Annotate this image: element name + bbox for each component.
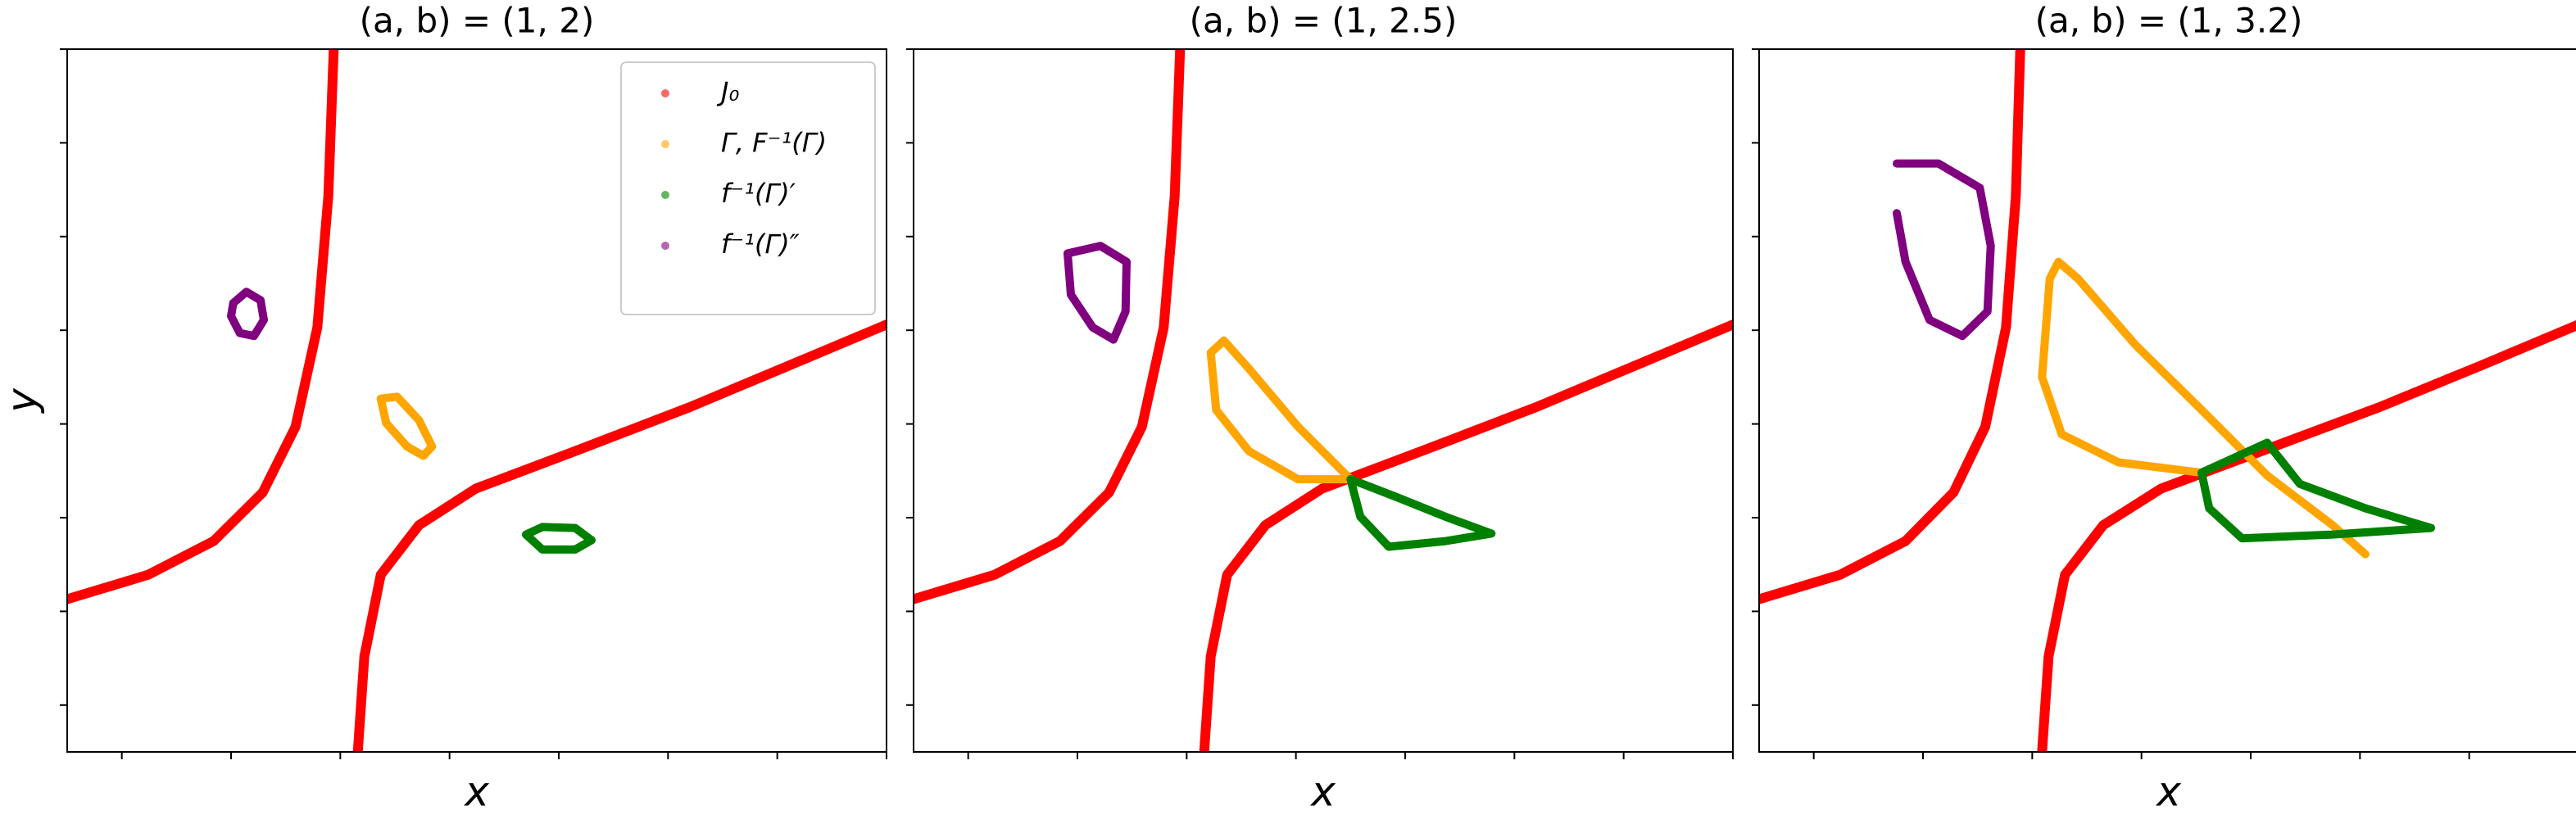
legend-marker [661,242,669,250]
legend-marker [661,89,669,97]
legend-marker [661,140,669,148]
legend-label: f⁻¹(Γ)″ [721,229,800,260]
x-axis-label: x [1309,768,1336,816]
curve [2197,438,2435,543]
curve [1346,475,1496,551]
curve [1206,336,1355,484]
x-axis-label: x [463,768,489,816]
curve [67,49,887,752]
curve [227,287,268,341]
axes-frame [1758,48,2576,753]
curve [914,49,1733,752]
panel: (a, b) = (1, 3.2) x [1752,1,2576,816]
axes-frame [66,48,887,753]
curve [1893,159,1995,341]
curve [1064,242,1131,344]
legend-label: Γ, F⁻¹(Γ) [721,127,827,158]
curve [2038,257,2370,559]
axes-frame [913,48,1734,753]
legend-marker [661,191,669,199]
legend-box [620,61,876,315]
plot-area [1759,49,2576,752]
panel-title: (a, b) = (1, 3.2) [2035,1,2303,41]
plot-area [67,49,887,752]
curve [522,523,596,554]
curve [1759,49,2576,752]
legend-label: f⁻¹(Γ)′ [721,178,796,209]
panel: (a, b) = (1, 2.5) x [906,1,1734,816]
curve [376,392,437,460]
panel-title: (a, b) = (1, 2) [360,1,595,41]
x-axis-label: x [2155,768,2181,816]
plot-area [914,49,1733,752]
legend: J₀Γ, F⁻¹(Γ)f⁻¹(Γ)′f⁻¹(Γ)″ [620,61,876,315]
y-axis-label: y [0,387,46,414]
panel-title: (a, b) = (1, 2.5) [1190,1,1458,41]
